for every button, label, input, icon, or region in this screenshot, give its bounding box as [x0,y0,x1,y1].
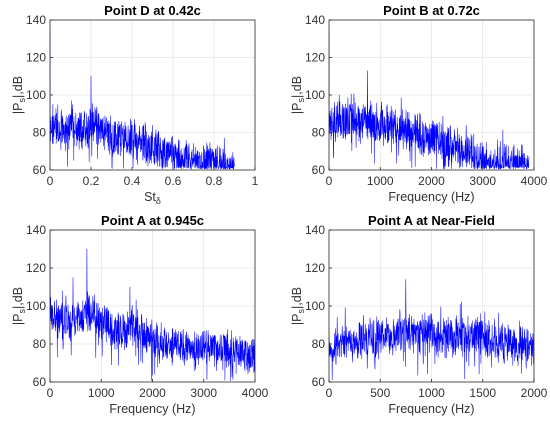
y-tick-label: 80 [33,126,47,140]
subplot-title: Point A at Near-Field [368,213,495,228]
y-tick-label: 140 [26,223,46,237]
y-tick-label: 140 [26,13,46,27]
subplot-title: Point A at 0.945c [101,213,204,228]
x-tick-label: 0.8 [206,174,223,188]
x-tick-label: 0.2 [83,174,100,188]
x-tick-label: 0.6 [165,174,182,188]
y-axis-label: |Ps|,dB [290,76,306,114]
x-tick-label: 0 [47,174,54,188]
x-axis-label: Stδ [144,190,161,206]
x-axis-label: Frequency (Hz) [388,402,474,416]
x-tick-label: 2000 [139,386,166,400]
y-tick-label: 60 [33,375,47,389]
y-axis-label: |Ps|,dB [11,76,27,114]
spectrum-series-line [50,25,235,170]
y-tick-label: 80 [312,337,326,351]
y-tick-label: 100 [26,88,46,102]
x-tick-label: 3000 [469,174,496,188]
x-tick-label: 4000 [521,174,548,188]
subplot-2: 0 1000 2000 3000 4000 60 80 100 120 140 Point B at… [290,3,548,204]
y-tick-label: 140 [305,223,325,237]
spectrum-series-line [329,25,530,170]
y-tick-label: 80 [312,126,326,140]
subplot-1: 0 0.2 0.4 0.6 0.8 1 60 80 100 120 140 Point D at 0.… [11,3,259,206]
x-tick-label: 2000 [418,174,445,188]
x-tick-label: 2000 [521,386,548,400]
y-tick-label: 60 [312,375,326,389]
y-tick-label: 100 [305,299,325,313]
y-tick-label: 80 [33,337,47,351]
subplot-title: Point B at 0.72c [383,3,480,18]
x-tick-label: 3000 [190,386,217,400]
x-tick-label: 500 [370,386,390,400]
x-tick-label: 0.4 [124,174,141,188]
x-axis-label: Frequency (Hz) [109,402,195,416]
x-tick-label: 1000 [418,386,445,400]
subplot-4: 0 500 1000 1500 2000 60 80 100 120 140 Point A at … [290,213,548,416]
y-axis-label: |Ps|,dB [11,287,27,325]
x-tick-label: 0 [326,174,333,188]
x-tick-label: 1000 [367,174,394,188]
y-tick-label: 100 [26,299,46,313]
spectrum-series-line [50,235,255,381]
y-tick-label: 100 [305,88,325,102]
x-tick-label: 1000 [88,386,115,400]
y-tick-label: 60 [312,163,326,177]
x-tick-label: 0 [47,386,54,400]
spectrum-series-line [329,279,534,381]
y-tick-label: 120 [305,51,325,65]
x-tick-label: 0 [326,386,333,400]
x-tick-label: 1500 [469,386,496,400]
y-tick-label: 120 [26,261,46,275]
x-tick-label: 1 [252,174,259,188]
x-axis-label: Frequency (Hz) [388,190,474,204]
y-tick-label: 120 [305,261,325,275]
y-tick-label: 120 [26,51,46,65]
y-tick-label: 140 [305,13,325,27]
subplot-3: 0 1000 2000 3000 4000 60 80 100 120 140 Point A at… [11,213,269,416]
subplot-title: Point D at 0.42c [104,3,201,18]
x-tick-label: 4000 [242,386,269,400]
y-tick-label: 60 [33,163,47,177]
y-axis-label: |Ps|,dB [290,287,306,325]
